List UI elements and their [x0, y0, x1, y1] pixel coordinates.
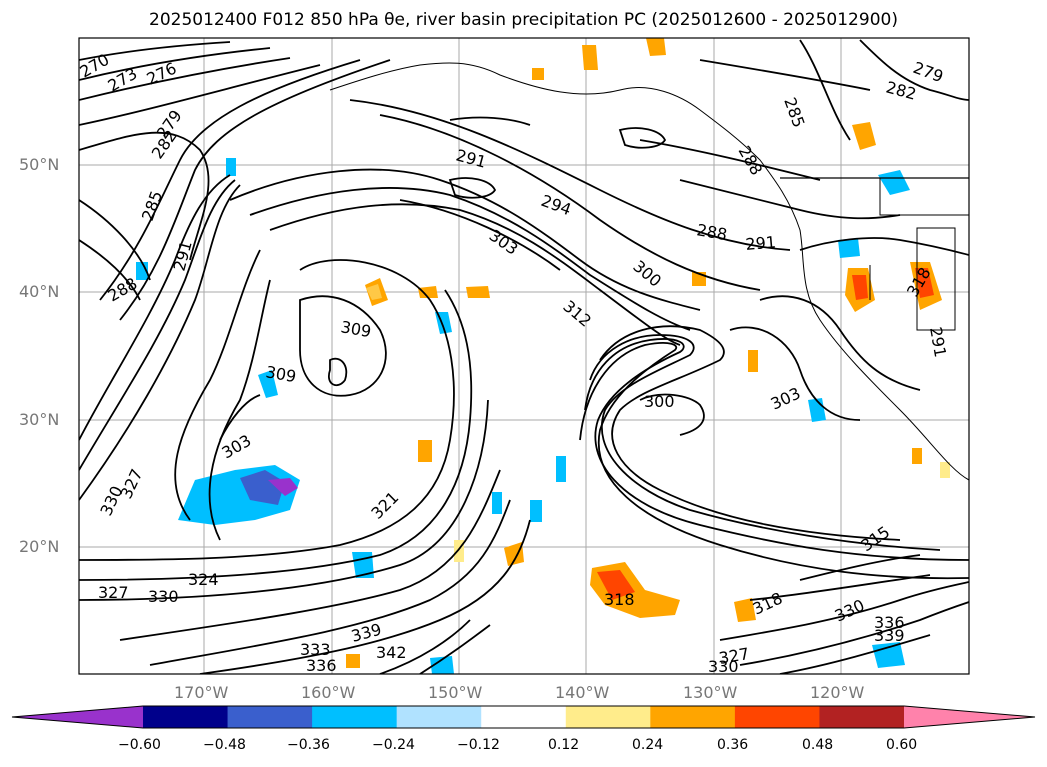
colorbar-tick-label: −0.48 [203, 737, 246, 753]
contour-label: 291 [745, 232, 777, 254]
contour-label: 327 [98, 583, 129, 602]
contour-label: 330 [148, 587, 179, 606]
colorbar-cell [312, 706, 398, 728]
contour-label: 318 [604, 590, 635, 609]
colorbar-cell [565, 706, 651, 728]
coastlines [329, 62, 969, 481]
graticule [79, 38, 969, 674]
lat-label-30n: 30°N [19, 410, 60, 429]
lon-label-130w: 130°W [683, 683, 738, 702]
colorbar-tick-label: −0.12 [457, 737, 500, 753]
lon-label-170w: 170°W [174, 683, 229, 702]
colorbar-extend-min [12, 706, 143, 728]
lon-label-160w: 160°W [301, 683, 356, 702]
contour-label: 339 [874, 626, 905, 645]
lon-label-140w: 140°W [555, 683, 610, 702]
colorbar-cell [227, 706, 313, 728]
colorbar-cell [396, 706, 482, 728]
contour-label: 333 [300, 640, 331, 659]
colorbar-tick-label: 0.24 [632, 737, 664, 753]
contour-label: 324 [188, 570, 219, 589]
colorbar-cell [819, 706, 905, 728]
colorbar-cell [650, 706, 736, 728]
colorbar [11, 705, 1036, 729]
lat-label-20n: 20°N [19, 537, 60, 556]
colorbar-cell [143, 706, 229, 728]
colorbar-tick-label: 0.12 [548, 737, 580, 753]
lon-label-150w: 150°W [428, 683, 483, 702]
contour-label: 330 [708, 657, 739, 676]
contour-label: 300 [644, 392, 675, 411]
colorbar-cell [481, 706, 567, 728]
lat-label-40n: 40°N [19, 282, 60, 301]
colorbar-tick-label: 0.48 [802, 737, 834, 753]
map-panel: 270 273 276 279 282 285 291 288 309 309 … [77, 37, 970, 676]
contour-label: 342 [376, 643, 407, 662]
theta-e-contours [79, 39, 969, 674]
map-title: 2025012400 F012 850 hPa θe, river basin … [149, 10, 898, 30]
colorbar-extend-max [904, 706, 1035, 728]
colorbar-outline [11, 705, 1036, 729]
map-frame [78, 37, 970, 675]
colorbar-tick-label: −0.24 [372, 737, 415, 753]
lat-label-50n: 50°N [19, 155, 60, 174]
contour-label: 336 [306, 656, 337, 675]
colorbar-tick-label: −0.36 [287, 737, 330, 753]
precip-shading [136, 38, 950, 674]
colorbar-tick-label: −0.60 [118, 737, 161, 753]
lon-label-120w: 120°W [810, 683, 865, 702]
colorbar-cell [734, 706, 820, 728]
contour-label: 336 [874, 613, 905, 632]
colorbar-tick-label: 0.36 [717, 737, 749, 753]
colorbar-tick-label: 0.60 [886, 737, 918, 753]
